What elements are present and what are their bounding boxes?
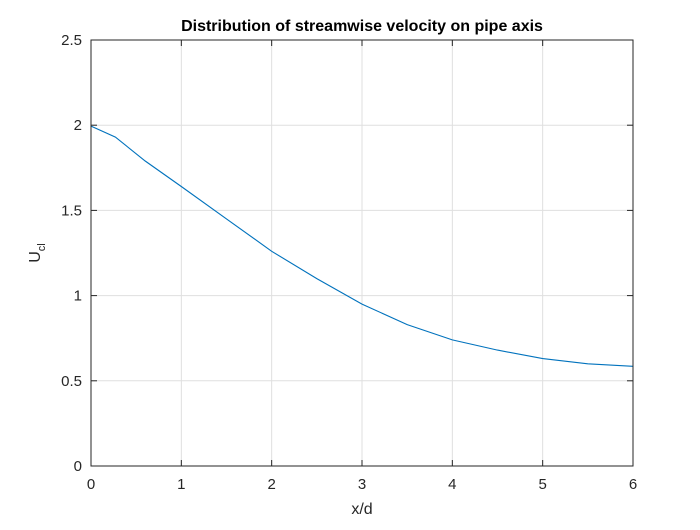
y-tick-label: 1 — [74, 288, 82, 305]
x-tick-label: 3 — [358, 476, 366, 493]
y-axis-label-subscript: cl — [36, 243, 48, 251]
x-tick-label: 5 — [538, 476, 546, 493]
y-tick-label: 2.5 — [61, 32, 82, 49]
y-tick-label: 0 — [74, 458, 82, 475]
grid — [91, 40, 633, 466]
y-axis-label-main: U — [27, 251, 44, 263]
y-tick-label: 2 — [74, 117, 82, 134]
x-tick-label: 2 — [267, 476, 275, 493]
y-tick-label: 0.5 — [61, 373, 82, 390]
y-tick-label: 1.5 — [61, 202, 82, 219]
y-axis-label: Ucl — [27, 243, 48, 263]
ticks: 0 1 2 3 4 5 6 0 0.5 1 1.5 2 2.5 — [61, 32, 637, 493]
x-tick-label: 4 — [448, 476, 456, 493]
chart-title: Distribution of streamwise velocity on p… — [181, 18, 543, 35]
x-tick-label: 6 — [629, 476, 637, 493]
x-tick-label: 0 — [87, 476, 95, 493]
x-axis-label: x/d — [351, 501, 372, 518]
x-tick-label: 1 — [177, 476, 185, 493]
